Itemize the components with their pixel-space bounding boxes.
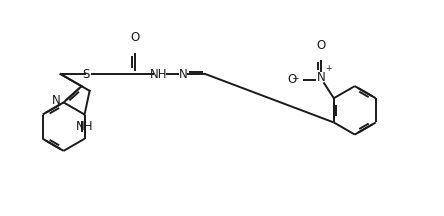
Text: −: −: [291, 73, 298, 82]
Text: N: N: [52, 94, 60, 106]
Text: O: O: [316, 39, 325, 52]
Text: O: O: [130, 31, 139, 44]
Text: NH: NH: [76, 120, 93, 133]
Text: S: S: [83, 68, 90, 81]
Text: N: N: [179, 68, 187, 81]
Text: N: N: [317, 71, 325, 84]
Text: O: O: [288, 73, 297, 86]
Text: +: +: [325, 64, 331, 73]
Text: NH: NH: [150, 68, 168, 81]
